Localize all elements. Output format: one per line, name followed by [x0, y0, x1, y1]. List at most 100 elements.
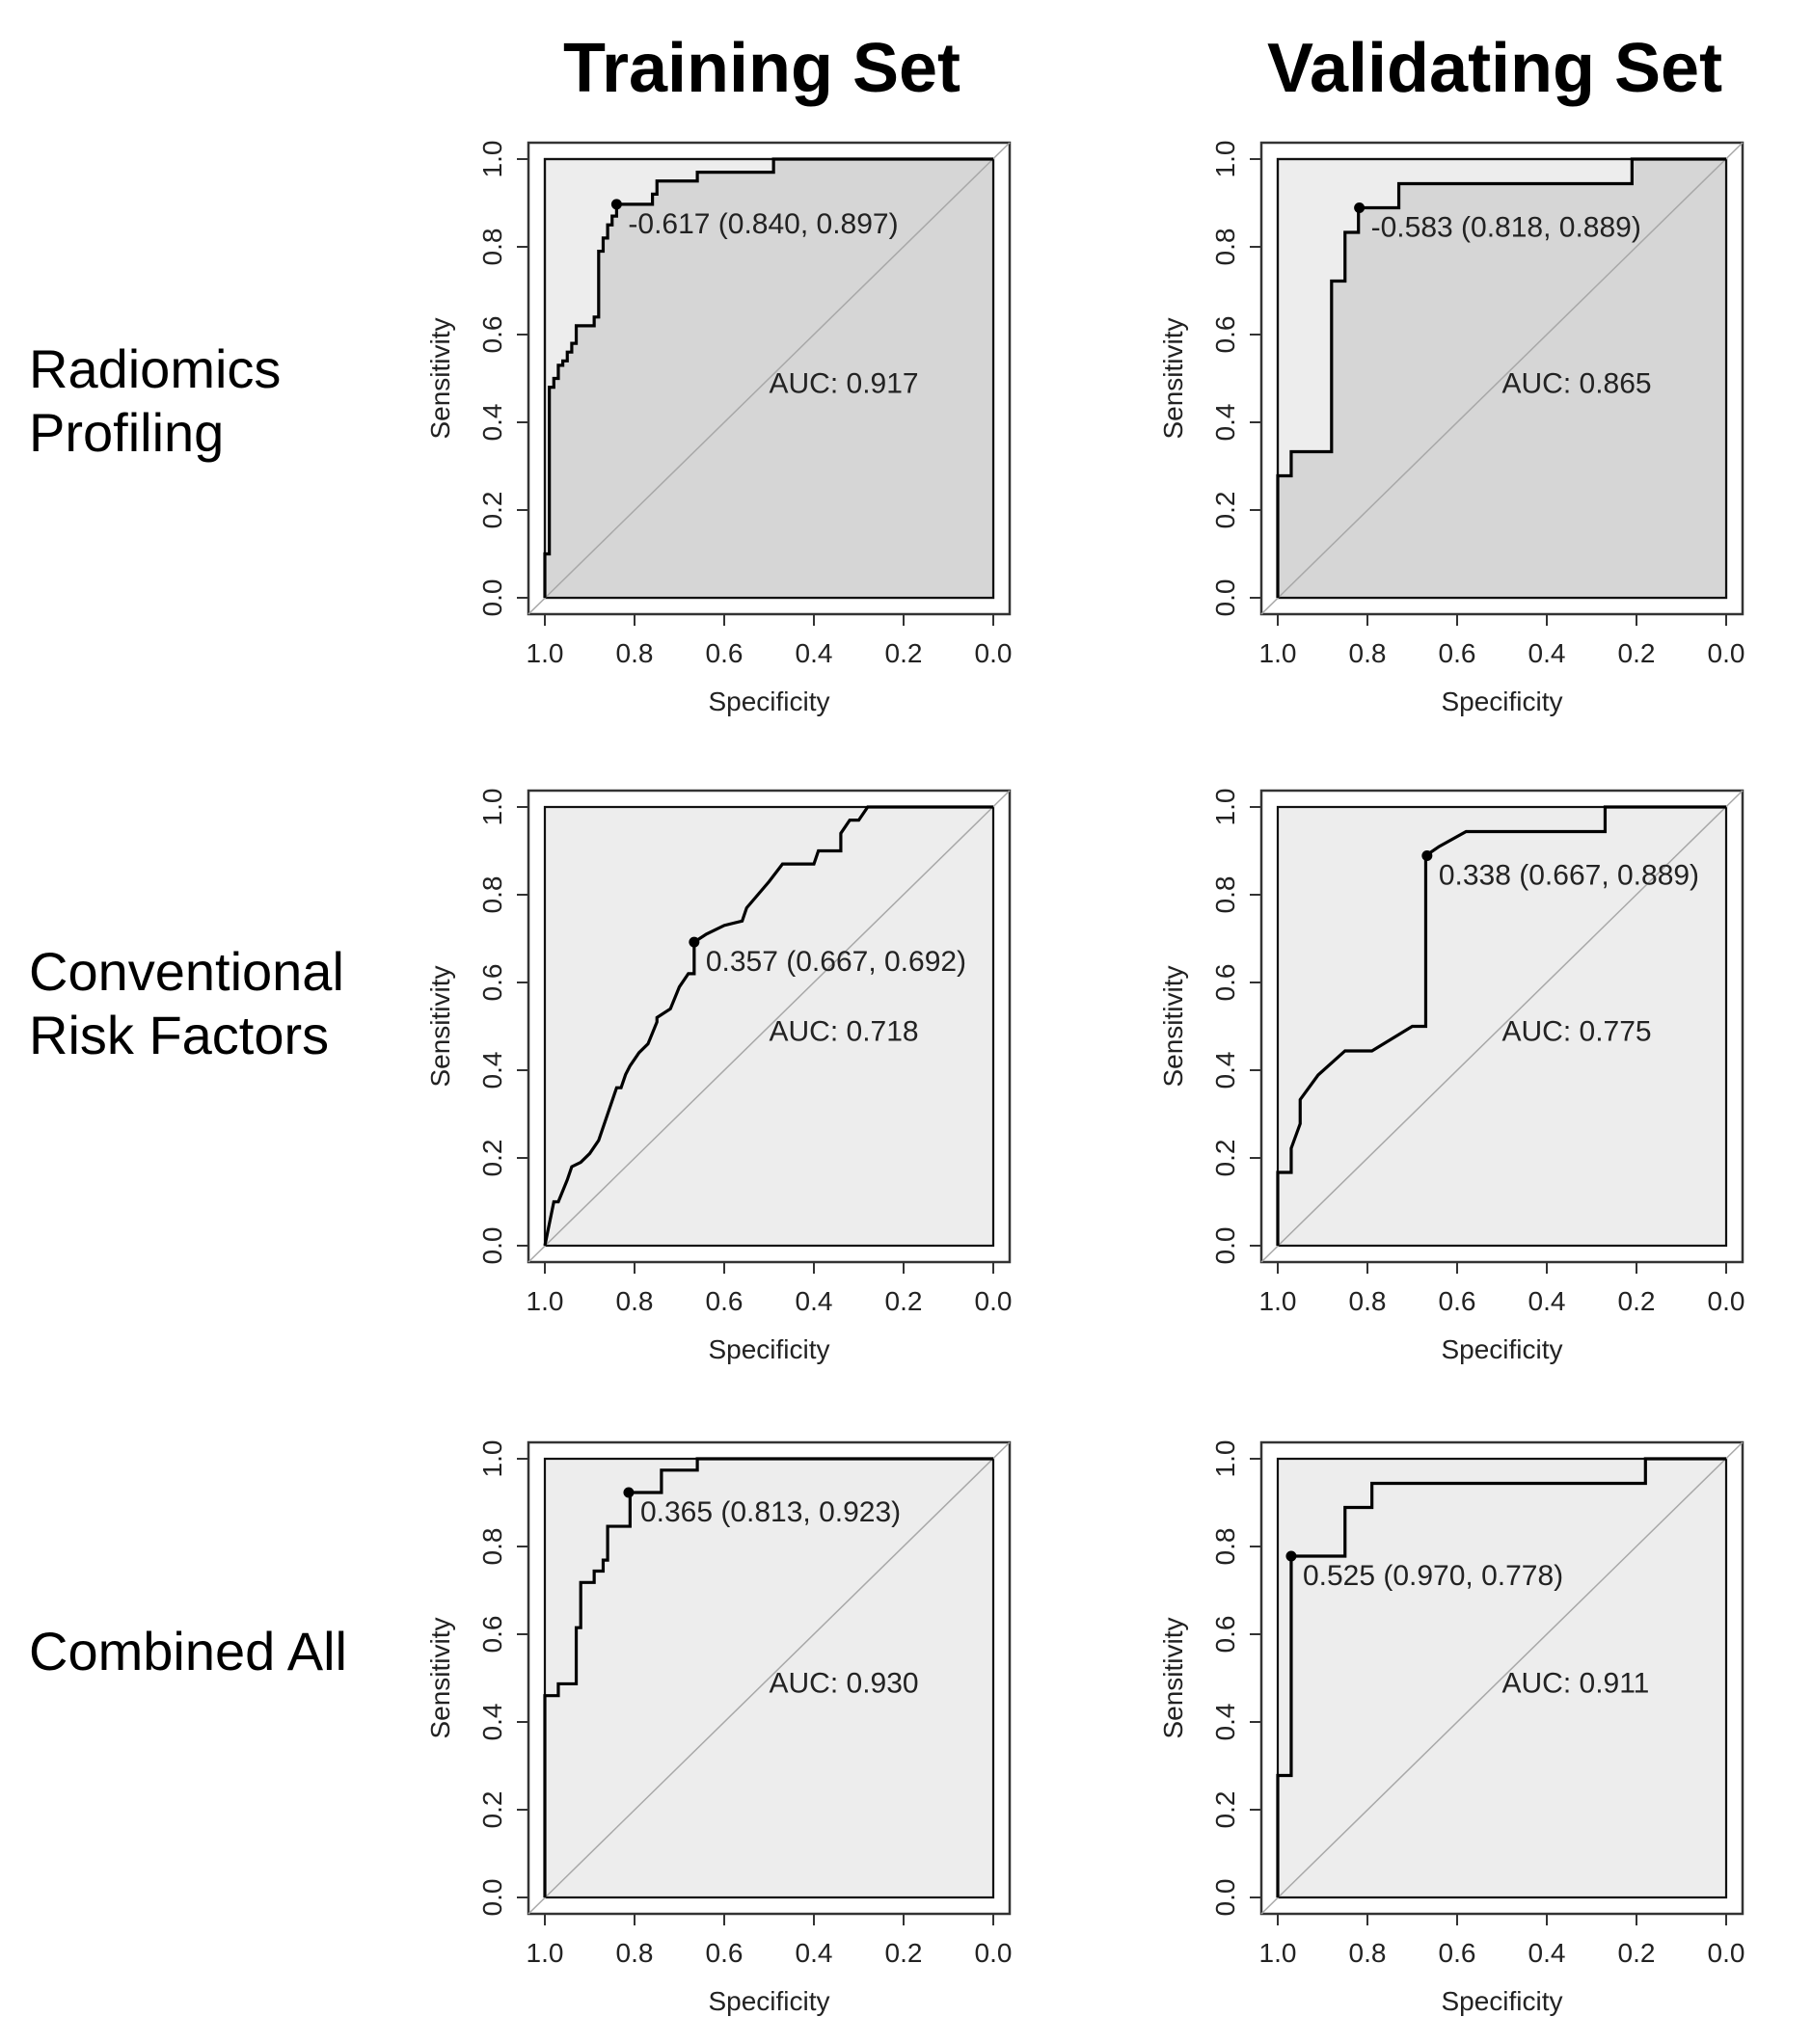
panel-3-2-threshold-point [1285, 1550, 1297, 1562]
panel-3-1-y-axis-title: Sensitivity [425, 1617, 455, 1738]
panel-3-1-y-tick-label-5: 1.0 [477, 1440, 507, 1478]
panel-3-1-x-tick-label-2: 0.6 [706, 1938, 744, 1968]
panel-3-2-y-tick-label-5: 1.0 [1210, 1440, 1240, 1478]
panel-1-2-x-tick-label-2: 0.6 [1439, 638, 1476, 668]
panel-2-1-y-tick-label-4: 0.8 [477, 876, 507, 914]
panel-2-2-x-axis-title: Specificity [1441, 1334, 1562, 1364]
panel-1-2-y-tick-label-4: 0.8 [1210, 229, 1240, 266]
panel-3-1-x-tick-label-0: 1.0 [527, 1938, 564, 1968]
panel-2-2-y-tick-label-2: 0.4 [1210, 1052, 1240, 1089]
panel-2-2: 1.0 0.8 0.6 0.4 0.2 0.0 0.0 0.2 0.4 0.6 0.8 1.0 Spec… [1158, 789, 1744, 1364]
panel-1-1-threshold-point [610, 199, 622, 210]
panel-2-1-roc-curve [543, 805, 993, 1247]
panel-2-1-threshold-label: 0.357 (0.667, 0.692) [706, 946, 966, 978]
panel-1-2-inner-border [1276, 157, 1728, 600]
panel-1-1-x-tick-label-0: 1.0 [527, 638, 564, 668]
panel-1-2-x-tick-label-1: 0.8 [1349, 638, 1387, 668]
panel-1-1-y-tick-label-1: 0.2 [477, 492, 507, 529]
panel-3-1-auc-label: AUC: 0.930 [770, 1668, 919, 1700]
panel-3-2-y-tick-label-4: 0.8 [1210, 1528, 1240, 1566]
panel-1-2-y-tick-label-1: 0.2 [1210, 492, 1240, 529]
panel-3-1-x-axis-title: Specificity [708, 1986, 829, 2016]
row-label-combined-line1: Combined All [29, 1621, 347, 1681]
panel-2-2-y-tick-label-0: 0.0 [1210, 1227, 1240, 1265]
panel-2-1-x-tick-label-2: 0.6 [706, 1286, 744, 1316]
panel-3-1-y-tick-label-3: 0.6 [477, 1616, 507, 1654]
panel-1-2-auc-label: AUC: 0.865 [1502, 368, 1652, 400]
panel-1-1-y-tick-label-0: 0.0 [477, 579, 507, 617]
panel-2-1-x-tick-label-0: 1.0 [527, 1286, 564, 1316]
panel-1-2-roc-curve [1276, 157, 1726, 598]
panel-2-1-x-axis-title: Specificity [708, 1334, 829, 1364]
panel-2-1-y-tick-label-1: 0.2 [477, 1140, 507, 1177]
panel-3-2-y-axis-title: Sensitivity [1158, 1617, 1188, 1738]
panel-1-2-threshold-label: -0.583 (0.818, 0.889) [1371, 212, 1641, 244]
column-title-validating: Validating Set [1266, 30, 1723, 107]
panel-1-2-x-tick-label-5: 0.0 [1708, 638, 1745, 668]
panel-3-2-y-tick-label-3: 0.6 [1210, 1616, 1240, 1654]
panel-1-1-auc-label: AUC: 0.917 [770, 368, 919, 400]
panel-3-1-y-tick-label-0: 0.0 [477, 1879, 507, 1917]
panel-3-2-diagonal [1260, 1441, 1744, 1915]
panel-1-1-y-tick-label-3: 0.6 [477, 316, 507, 354]
panel-3-1-x-tick-label-1: 0.8 [616, 1938, 654, 1968]
panel-2-1-y-axis-title: Sensitivity [425, 965, 455, 1087]
panel-3-2-x-tick-label-3: 0.4 [1528, 1938, 1566, 1968]
panel-1-2-y-tick-label-0: 0.0 [1210, 579, 1240, 617]
panel-1-2-x-tick-label-0: 1.0 [1259, 638, 1297, 668]
row-label-radiomics: Radiomics Profiling [29, 337, 281, 465]
row-label-conventional-line1: Conventional [29, 941, 344, 1002]
panel-2-2-y-tick-label-1: 0.2 [1210, 1140, 1240, 1177]
panel-3-2-x-tick-label-5: 0.0 [1708, 1938, 1745, 1968]
panel-1-1-x-tick-label-5: 0.0 [975, 638, 1013, 668]
panel-3-2-roc-curve [1276, 1457, 1726, 1897]
panel-1-1-x-tick-label-2: 0.6 [706, 638, 744, 668]
panel-1-1-x-axis-title: Specificity [708, 686, 829, 716]
panel-1-1-y-tick-label-4: 0.8 [477, 229, 507, 266]
panel-1-2-x-axis-title: Specificity [1441, 686, 1562, 716]
panel-3-1-y-tick-label-2: 0.4 [477, 1704, 507, 1741]
panel-3-2-y-tick-label-2: 0.4 [1210, 1704, 1240, 1741]
panel-2-1-diagonal [527, 790, 1011, 1263]
panel-3-1-x-tick-label-5: 0.0 [975, 1938, 1013, 1968]
panel-3-2-y-tick-label-0: 0.0 [1210, 1879, 1240, 1917]
panel-2-1-auc-label: AUC: 0.718 [770, 1016, 919, 1048]
panel-1-2: 1.0 0.8 0.6 0.4 0.2 0.0 0.0 0.2 0.4 0.6 0.8 1.0 Spec… [1158, 141, 1744, 716]
panel-3-1-y-tick-label-1: 0.2 [477, 1791, 507, 1829]
row-label-conventional: Conventional Risk Factors [29, 940, 344, 1067]
panel-2-1-x-tick-label-5: 0.0 [975, 1286, 1013, 1316]
panel-3-2-x-tick-label-4: 0.2 [1618, 1938, 1656, 1968]
column-title-training: Training Set [562, 30, 961, 107]
panel-3-2-threshold-label: 0.525 (0.970, 0.778) [1303, 1560, 1563, 1592]
panel-1-2-x-tick-label-4: 0.2 [1618, 638, 1656, 668]
panel-2-2-y-axis-title: Sensitivity [1158, 965, 1188, 1087]
panel-1-1-y-axis-title: Sensitivity [425, 317, 455, 439]
panel-2-2-x-tick-label-1: 0.8 [1349, 1286, 1387, 1316]
panel-2-1-x-tick-label-1: 0.8 [616, 1286, 654, 1316]
panel-2-2-roc-curve [1276, 805, 1726, 1246]
panel-1-1-threshold-label: -0.617 (0.840, 0.897) [628, 208, 898, 240]
panel-3-2-y-tick-label-1: 0.2 [1210, 1791, 1240, 1829]
panel-1-1-x-tick-label-4: 0.2 [885, 638, 923, 668]
panel-2-2-x-tick-label-3: 0.4 [1528, 1286, 1566, 1316]
panel-3-1-threshold-point [623, 1487, 635, 1498]
panel-1-2-y-tick-label-3: 0.6 [1210, 316, 1240, 354]
panel-1-1-roc-curve [543, 157, 993, 598]
panel-1-1-x-tick-label-1: 0.8 [616, 638, 654, 668]
panel-3-1-y-tick-label-4: 0.8 [477, 1528, 507, 1566]
panel-2-1-threshold-point [689, 936, 700, 948]
panel-2-2-diagonal [1260, 790, 1744, 1263]
panel-2-1-y-tick-label-0: 0.0 [477, 1227, 507, 1265]
panel-2-1-x-tick-label-3: 0.4 [796, 1286, 833, 1316]
panel-2-2-x-tick-label-5: 0.0 [1708, 1286, 1745, 1316]
panel-2-2-threshold-point [1421, 850, 1433, 862]
panel-3-2-x-axis-title: Specificity [1441, 1986, 1562, 2016]
row-label-radiomics-line2: Profiling [29, 402, 225, 463]
panel-1-2-diagonal [1260, 142, 1744, 615]
panel-3-1-x-tick-label-4: 0.2 [885, 1938, 923, 1968]
panel-2-2-y-tick-label-3: 0.6 [1210, 964, 1240, 1002]
panel-1-1: 1.0 0.8 0.6 0.4 0.2 0.0 0.0 0.2 0.4 0.6 0.8 1.0 Spec… [425, 141, 1012, 716]
panel-1-2-y-axis-title: Sensitivity [1158, 317, 1188, 439]
panel-3-2-x-tick-label-0: 1.0 [1259, 1938, 1297, 1968]
panel-3-1-x-tick-label-3: 0.4 [796, 1938, 833, 1968]
